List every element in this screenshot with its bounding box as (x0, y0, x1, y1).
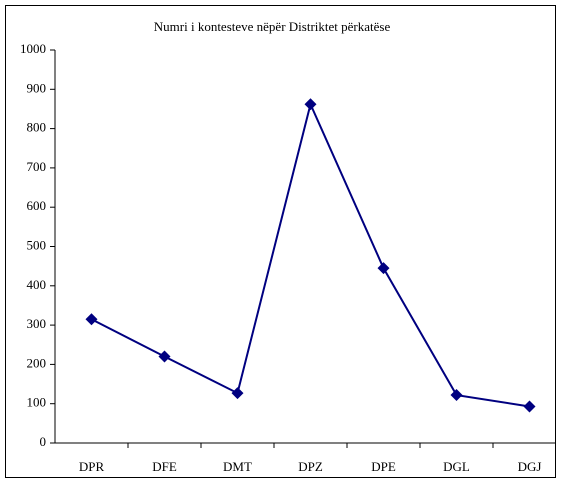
y-tick-label: 500 (27, 237, 47, 252)
x-tick-label: DFE (152, 459, 177, 474)
y-tick-label: 200 (27, 355, 47, 370)
y-tick-label: 0 (40, 434, 47, 449)
marker (158, 350, 171, 363)
y-tick-label: 600 (27, 198, 47, 213)
marker (231, 387, 244, 400)
x-tick-label: DGJ (518, 459, 542, 474)
y-tick-label: 700 (27, 159, 47, 174)
y-tick-label: 100 (27, 395, 47, 410)
marker (523, 400, 536, 413)
marker (85, 313, 98, 326)
y-tick-label: 300 (27, 316, 47, 331)
chart-border (5, 5, 556, 478)
y-tick-label: 1000 (20, 41, 46, 56)
y-tick-label: 800 (27, 120, 47, 135)
marker (377, 262, 390, 275)
marker (450, 389, 463, 402)
y-tick-label: 400 (27, 277, 47, 292)
chart-title: Numri i kontesteve nëpër Distriktet përk… (154, 19, 391, 34)
x-tick-label: DMT (223, 459, 252, 474)
y-tick-label: 900 (27, 80, 47, 95)
x-tick-label: DGL (443, 459, 470, 474)
marker (304, 98, 317, 111)
x-tick-label: DPE (371, 459, 396, 474)
x-tick-label: DPZ (298, 459, 323, 474)
x-tick-label: DPR (79, 459, 105, 474)
